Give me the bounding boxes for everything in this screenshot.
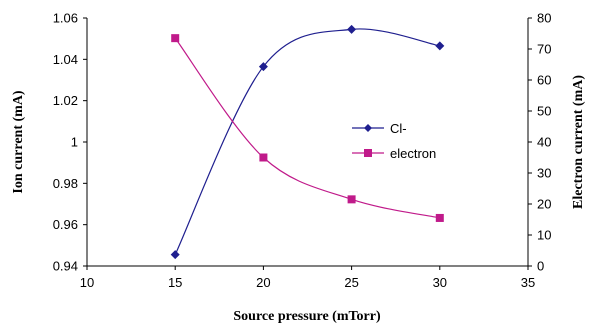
point-electron-2 — [347, 195, 356, 204]
point-electron-0 — [171, 34, 180, 43]
x-axis-title: Source pressure (mTorr) — [233, 309, 381, 324]
y2-tick-label-6: 60 — [537, 73, 551, 88]
y-tick-label-3: 1 — [71, 135, 78, 150]
y-tick-label-4: 1.02 — [53, 93, 78, 108]
series-line-cl — [174, 28, 440, 255]
y2-tick-label-3: 30 — [537, 166, 551, 181]
y2-tick-label-5: 50 — [537, 104, 551, 119]
legend-item-cl: Cl- — [352, 121, 407, 136]
y-axis-left-ticks: 0.94 0.96 0.98 1 1.02 1.04 1.06 — [53, 11, 87, 274]
y-tick-label-5: 1.04 — [53, 52, 78, 67]
point-cl-3 — [435, 41, 445, 51]
point-cl-1 — [258, 62, 268, 72]
y-axis-right-title: Electron current (mA) — [571, 75, 586, 209]
y2-tick-label-2: 20 — [537, 197, 551, 212]
x-tick-label-4: 30 — [433, 275, 447, 290]
y-tick-label-0: 0.94 — [53, 259, 78, 274]
y2-tick-label-1: 10 — [537, 228, 551, 243]
x-tick-label-1: 15 — [168, 275, 182, 290]
point-electron-3 — [435, 213, 444, 222]
x-axis-ticks: 10 15 20 25 30 35 — [80, 266, 535, 290]
legend-label-electron: electron — [390, 146, 436, 161]
point-cl-0 — [170, 250, 180, 260]
legend-label-cl: Cl- — [390, 121, 407, 136]
y2-tick-label-4: 40 — [537, 135, 551, 150]
series-layer — [170, 24, 445, 260]
series-line-electron — [174, 37, 440, 219]
legend-item-electron: electron — [352, 146, 436, 161]
y2-tick-label-0: 0 — [537, 259, 544, 274]
x-tick-label-2: 20 — [256, 275, 270, 290]
y-tick-label-1: 0.96 — [53, 217, 78, 232]
point-cl-2 — [347, 24, 357, 34]
plot-area — [86, 18, 529, 267]
y2-tick-label-7: 70 — [537, 42, 551, 57]
x-tick-label-3: 25 — [344, 275, 358, 290]
y2-tick-label-8: 80 — [537, 11, 551, 26]
y-tick-label-2: 0.98 — [53, 176, 78, 191]
x-tick-label-0: 10 — [80, 275, 94, 290]
x-tick-label-5: 35 — [521, 275, 535, 290]
legend-marker-electron — [364, 149, 372, 157]
legend-marker-cl — [364, 124, 372, 132]
y-tick-label-6: 1.06 — [53, 11, 78, 26]
y-axis-right-ticks: 0 10 20 30 40 50 60 70 80 — [528, 11, 551, 274]
y-axis-left-title: Ion current (mA) — [11, 90, 26, 194]
legend: Cl- electron — [352, 121, 436, 161]
point-electron-1 — [259, 153, 268, 162]
